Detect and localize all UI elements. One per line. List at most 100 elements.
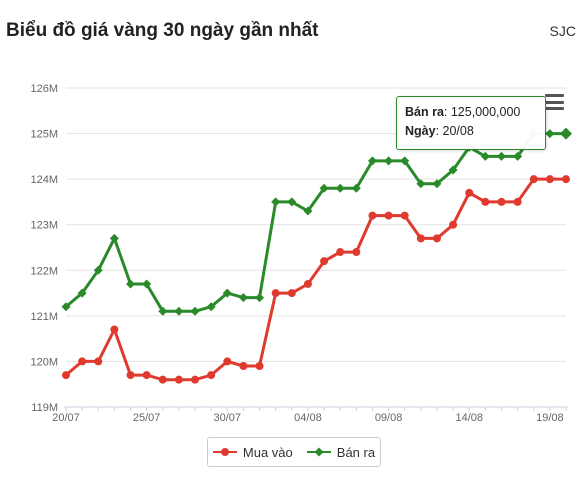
y-tick-label: 122M xyxy=(30,265,58,277)
gold-price-chart: 119M 120M 121M 122M 123M 124M 125M 126M 20/07 25… xyxy=(30,83,572,424)
data-point[interactable] xyxy=(239,361,248,370)
data-point[interactable] xyxy=(513,151,523,161)
data-point[interactable] xyxy=(562,175,570,184)
data-point[interactable] xyxy=(480,151,490,161)
data-point[interactable] xyxy=(513,197,522,206)
data-point[interactable] xyxy=(174,306,184,316)
y-tick-label: 126M xyxy=(30,83,58,95)
series-mua-vao xyxy=(62,175,570,384)
data-point[interactable] xyxy=(255,293,265,303)
tooltip-date-row: Ngày: 20/08 xyxy=(405,124,474,138)
data-point[interactable] xyxy=(335,183,345,193)
data-point[interactable] xyxy=(93,265,103,275)
tooltip-series-value: 125,000,000 xyxy=(450,105,521,119)
source-label: SJC xyxy=(549,23,576,39)
x-axis: 20/07 25/07 30/07 04/08 09/08 14/08 19/08 xyxy=(52,406,568,424)
data-point[interactable] xyxy=(271,289,280,298)
data-point[interactable] xyxy=(496,151,506,161)
data-point[interactable] xyxy=(303,206,313,216)
data-point[interactable] xyxy=(465,188,474,197)
legend-item-ban-ra[interactable]: Bán ra xyxy=(306,444,376,460)
data-point[interactable] xyxy=(432,179,442,189)
data-point[interactable] xyxy=(271,197,281,207)
y-tick-label: 120M xyxy=(30,356,58,368)
tooltip-date-value: 20/08 xyxy=(442,124,474,138)
data-point[interactable] xyxy=(142,371,151,380)
y-axis-ticks: 119M 120M 121M 122M 123M 124M 125M 126M xyxy=(30,83,58,414)
data-point[interactable] xyxy=(529,175,538,184)
x-tick-label: 25/07 xyxy=(133,412,161,424)
data-point[interactable] xyxy=(320,257,329,266)
data-point[interactable] xyxy=(384,156,394,166)
data-point[interactable] xyxy=(78,357,87,366)
tooltip-series-row: Bán ra: 125,000,000 xyxy=(405,105,521,119)
data-point[interactable] xyxy=(351,183,361,193)
tooltip-series-label: Bán ra xyxy=(405,105,444,119)
data-point[interactable] xyxy=(560,127,572,140)
series-lines xyxy=(61,127,572,384)
menu-bar xyxy=(545,94,564,97)
data-point[interactable] xyxy=(352,248,361,257)
data-point[interactable] xyxy=(110,325,119,334)
chart-legend: Mua vào Bán ra xyxy=(207,437,381,467)
data-point[interactable] xyxy=(61,302,71,312)
data-point[interactable] xyxy=(481,197,490,206)
x-tick-label: 20/07 xyxy=(52,412,80,424)
data-point[interactable] xyxy=(545,129,555,139)
data-point[interactable] xyxy=(94,357,103,366)
legend-marker-circle-icon xyxy=(212,448,237,456)
data-point[interactable] xyxy=(158,375,167,384)
data-point[interactable] xyxy=(223,357,232,366)
data-point[interactable] xyxy=(319,183,329,193)
data-point[interactable] xyxy=(142,279,152,289)
data-point[interactable] xyxy=(109,233,119,243)
x-tick-label: 30/07 xyxy=(214,412,242,424)
data-point[interactable] xyxy=(400,211,409,220)
menu-bar xyxy=(545,107,564,110)
data-point[interactable] xyxy=(238,293,248,303)
chart-tooltip: Bán ra: 125,000,000 Ngày: 20/08 xyxy=(396,96,546,150)
y-tick-label: 125M xyxy=(30,129,58,141)
data-point[interactable] xyxy=(303,279,312,288)
tooltip-date-label: Ngày xyxy=(405,124,436,138)
x-tick-label: 09/08 xyxy=(375,412,403,424)
data-point[interactable] xyxy=(336,248,345,257)
legend-marker-diamond-icon xyxy=(306,447,331,457)
data-point[interactable] xyxy=(190,306,200,316)
data-point[interactable] xyxy=(367,156,377,166)
data-point[interactable] xyxy=(77,288,87,298)
data-point[interactable] xyxy=(255,361,264,370)
data-point[interactable] xyxy=(191,375,200,384)
data-point[interactable] xyxy=(126,279,136,289)
data-point[interactable] xyxy=(368,211,377,220)
y-tick-label: 123M xyxy=(30,220,58,232)
data-point[interactable] xyxy=(206,302,216,312)
data-point[interactable] xyxy=(174,375,183,384)
y-tick-label: 124M xyxy=(30,174,58,186)
hamburger-menu-icon[interactable] xyxy=(545,94,564,110)
data-point[interactable] xyxy=(62,371,70,380)
data-point[interactable] xyxy=(384,211,393,220)
data-point[interactable] xyxy=(432,234,441,243)
legend-item-mua-vao[interactable]: Mua vào xyxy=(212,444,293,460)
data-point[interactable] xyxy=(222,288,232,298)
data-point[interactable] xyxy=(545,175,554,184)
data-point[interactable] xyxy=(207,371,216,380)
data-point[interactable] xyxy=(416,179,426,189)
y-tick-label: 119M xyxy=(31,402,58,414)
legend-label-mua-vao: Mua vào xyxy=(242,444,293,460)
data-point[interactable] xyxy=(287,197,297,207)
menu-bar xyxy=(545,100,564,104)
data-point[interactable] xyxy=(126,371,135,380)
data-point[interactable] xyxy=(287,289,296,298)
legend-label-ban-ra: Bán ra xyxy=(336,444,376,460)
data-point[interactable] xyxy=(448,165,458,175)
data-point[interactable] xyxy=(400,156,410,166)
data-point[interactable] xyxy=(497,197,506,206)
series-line xyxy=(65,177,566,382)
data-point[interactable] xyxy=(158,306,168,316)
data-point[interactable] xyxy=(449,220,458,229)
data-point[interactable] xyxy=(416,234,425,243)
y-tick-label: 121M xyxy=(30,311,58,323)
series-line xyxy=(65,132,566,313)
